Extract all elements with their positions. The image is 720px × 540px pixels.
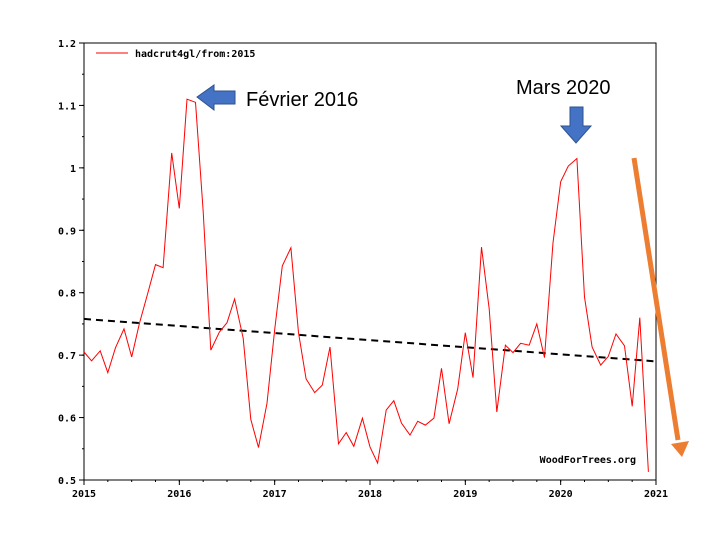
y-tick-label: 0.7 <box>58 351 76 362</box>
decline-arrow <box>631 157 689 457</box>
y-tick-label: 0.6 <box>58 414 76 425</box>
legend-label: hadcrut4gl/from:2015 <box>135 49 255 60</box>
x-tick-label: 2021 <box>644 489 668 500</box>
x-axis: 2015 2016 2017 2018 2019 2020 2021 <box>72 480 668 500</box>
y-tick-label: 0.8 <box>58 289 76 300</box>
y-tick-label: 0.5 <box>58 476 76 487</box>
decline-arrow-head-icon <box>671 441 689 457</box>
series-group <box>83 98 649 472</box>
legend: hadcrut4gl/from:2015 <box>96 49 255 60</box>
plot-frame <box>83 42 657 481</box>
y-tick-label: 1.2 <box>58 39 76 50</box>
y-tick-label: 1.1 <box>58 101 76 112</box>
series-line <box>83 98 649 472</box>
x-tick-label: 2015 <box>72 489 96 500</box>
down-arrow-icon <box>559 106 593 144</box>
x-tick-label: 2020 <box>549 489 573 500</box>
y-tick-label: 1 <box>70 164 76 175</box>
credit-label: WoodForTrees.org <box>540 455 636 466</box>
y-axis: 0.5 0.6 0.7 0.8 0.9 1 1.1 1.2 <box>58 39 84 487</box>
x-tick-label: 2017 <box>263 489 287 500</box>
x-tick-label: 2018 <box>358 489 382 500</box>
annotation-feb-2016-label: Février 2016 <box>246 89 358 111</box>
x-tick-label: 2016 <box>167 489 191 500</box>
annotation-mar-2020-label: Mars 2020 <box>516 77 611 99</box>
annotation-feb-2016: Février 2016 <box>196 84 358 112</box>
left-arrow-icon <box>196 84 236 112</box>
annotation-mar-2020: Mars 2020 <box>516 77 611 144</box>
x-tick-label: 2019 <box>453 489 477 500</box>
y-tick-label: 0.9 <box>58 226 76 237</box>
decline-arrow-shaft <box>631 157 681 441</box>
